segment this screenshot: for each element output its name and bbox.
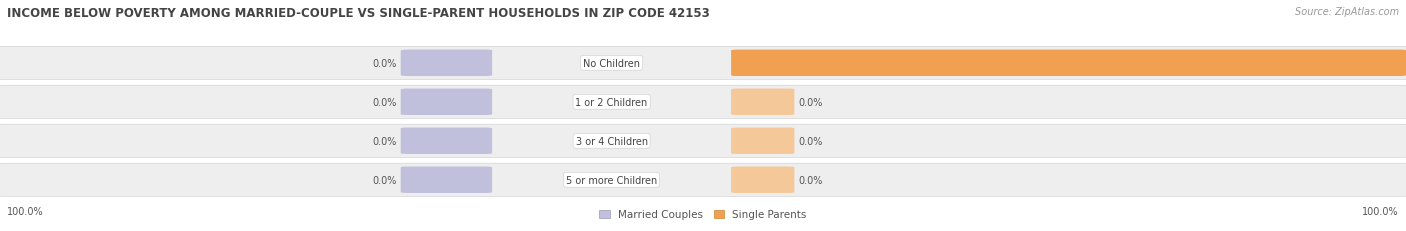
Text: 0.0%: 0.0% <box>373 58 396 69</box>
Text: 1 or 2 Children: 1 or 2 Children <box>575 97 648 107</box>
FancyBboxPatch shape <box>401 128 492 154</box>
Text: Source: ZipAtlas.com: Source: ZipAtlas.com <box>1295 7 1399 17</box>
FancyBboxPatch shape <box>731 50 1406 77</box>
FancyBboxPatch shape <box>401 89 492 116</box>
FancyBboxPatch shape <box>0 164 1406 196</box>
Text: 0.0%: 0.0% <box>799 136 823 146</box>
Text: 0.0%: 0.0% <box>799 175 823 185</box>
Text: 100.0%: 100.0% <box>7 207 44 216</box>
Text: 0.0%: 0.0% <box>373 136 396 146</box>
Text: 0.0%: 0.0% <box>373 97 396 107</box>
Text: 5 or more Children: 5 or more Children <box>567 175 657 185</box>
FancyBboxPatch shape <box>0 125 1406 158</box>
Text: 3 or 4 Children: 3 or 4 Children <box>575 136 648 146</box>
Text: 100.0%: 100.0% <box>1362 207 1399 216</box>
FancyBboxPatch shape <box>401 167 492 193</box>
FancyBboxPatch shape <box>731 167 794 193</box>
Text: 0.0%: 0.0% <box>373 175 396 185</box>
FancyBboxPatch shape <box>731 128 794 154</box>
Text: 0.0%: 0.0% <box>799 97 823 107</box>
FancyBboxPatch shape <box>401 50 492 77</box>
FancyBboxPatch shape <box>0 47 1406 80</box>
FancyBboxPatch shape <box>731 89 794 116</box>
Text: INCOME BELOW POVERTY AMONG MARRIED-COUPLE VS SINGLE-PARENT HOUSEHOLDS IN ZIP COD: INCOME BELOW POVERTY AMONG MARRIED-COUPL… <box>7 7 710 20</box>
FancyBboxPatch shape <box>0 86 1406 119</box>
Legend: Married Couples, Single Parents: Married Couples, Single Parents <box>595 205 811 224</box>
Text: No Children: No Children <box>583 58 640 69</box>
